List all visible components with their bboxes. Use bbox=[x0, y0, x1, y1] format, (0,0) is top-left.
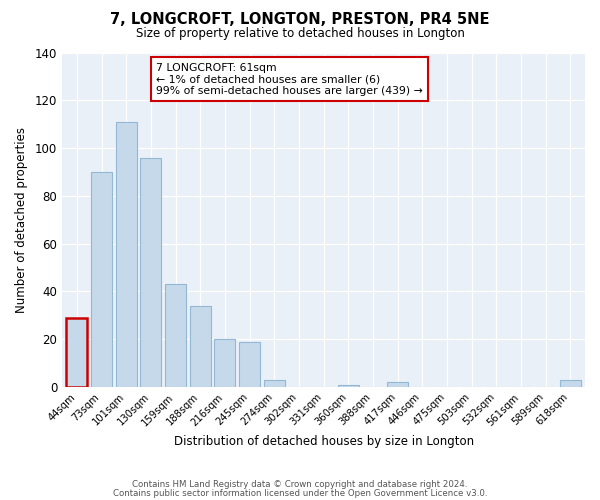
Bar bbox=[239, 342, 260, 387]
Bar bbox=[116, 122, 137, 387]
Text: Contains public sector information licensed under the Open Government Licence v3: Contains public sector information licen… bbox=[113, 489, 487, 498]
Bar bbox=[91, 172, 112, 387]
Bar bbox=[165, 284, 186, 387]
Bar bbox=[190, 306, 211, 387]
Text: Size of property relative to detached houses in Longton: Size of property relative to detached ho… bbox=[136, 28, 464, 40]
Bar bbox=[387, 382, 408, 387]
Text: 7, LONGCROFT, LONGTON, PRESTON, PR4 5NE: 7, LONGCROFT, LONGTON, PRESTON, PR4 5NE bbox=[110, 12, 490, 28]
Text: Contains HM Land Registry data © Crown copyright and database right 2024.: Contains HM Land Registry data © Crown c… bbox=[132, 480, 468, 489]
Bar bbox=[560, 380, 581, 387]
Bar bbox=[67, 318, 88, 387]
Bar bbox=[264, 380, 285, 387]
X-axis label: Distribution of detached houses by size in Longton: Distribution of detached houses by size … bbox=[173, 434, 473, 448]
Bar bbox=[140, 158, 161, 387]
Y-axis label: Number of detached properties: Number of detached properties bbox=[15, 127, 28, 313]
Bar bbox=[214, 340, 235, 387]
Bar bbox=[338, 384, 359, 387]
Text: 7 LONGCROFT: 61sqm
← 1% of detached houses are smaller (6)
99% of semi-detached : 7 LONGCROFT: 61sqm ← 1% of detached hous… bbox=[156, 62, 423, 96]
